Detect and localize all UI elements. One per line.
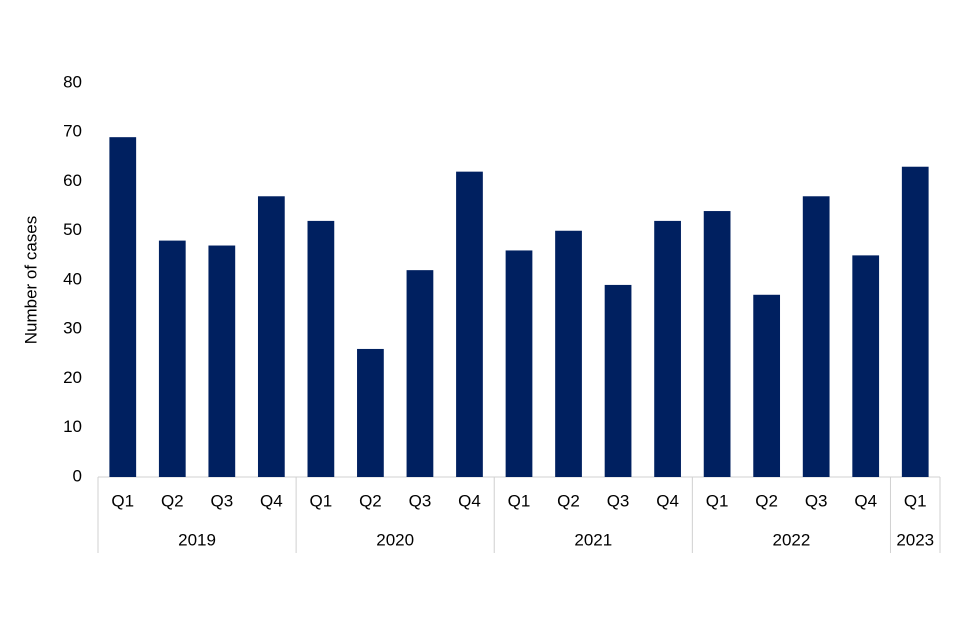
y-axis-label: Number of cases [21, 216, 40, 345]
group-label: 2019 [178, 530, 216, 549]
y-tick-label: 40 [63, 269, 82, 288]
x-tick-label: Q1 [508, 491, 531, 510]
bar [802, 196, 830, 477]
x-tick-label: Q2 [161, 491, 184, 510]
bar [654, 220, 681, 477]
group-label: 2023 [896, 530, 934, 549]
y-tick-label: 20 [63, 368, 82, 387]
x-tick-label: Q3 [805, 491, 828, 510]
x-tick-label: Q1 [706, 491, 729, 510]
x-tick-label: Q1 [111, 491, 134, 510]
bar [555, 230, 582, 477]
group-label: 2021 [574, 530, 612, 549]
x-tick-label: Q3 [607, 491, 630, 510]
bar [158, 240, 186, 477]
x-tick-label: Q4 [656, 491, 679, 510]
y-tick-label: 80 [63, 72, 82, 91]
y-tick-label: 70 [63, 122, 82, 141]
bar [604, 284, 632, 477]
bar [456, 171, 483, 477]
bar [357, 348, 384, 477]
bar [406, 270, 434, 477]
y-tick-label: 0 [73, 466, 82, 485]
y-tick-label: 60 [63, 171, 82, 190]
x-tick-label: Q4 [854, 491, 877, 510]
x-tick-label: Q4 [458, 491, 481, 510]
x-tick-label: Q1 [904, 491, 927, 510]
group-label: 2020 [376, 530, 414, 549]
bar [901, 166, 929, 477]
bar [307, 220, 335, 477]
x-tick-label: Q3 [409, 491, 432, 510]
y-tick-label: 10 [63, 417, 82, 436]
x-tick-label: Q2 [359, 491, 382, 510]
bar [257, 196, 285, 477]
x-tick-label: Q4 [260, 491, 283, 510]
x-tick-label: Q3 [210, 491, 233, 510]
bar [852, 255, 880, 477]
x-tick-label: Q2 [755, 491, 778, 510]
bar [109, 137, 137, 478]
y-tick-label: 30 [63, 319, 82, 338]
bar [753, 294, 781, 477]
bar [208, 245, 236, 477]
x-tick-label: Q2 [557, 491, 580, 510]
group-label: 2022 [772, 530, 810, 549]
x-tick-label: Q1 [310, 491, 333, 510]
bar [505, 250, 533, 477]
bar [703, 211, 731, 478]
y-tick-label: 50 [63, 220, 82, 239]
